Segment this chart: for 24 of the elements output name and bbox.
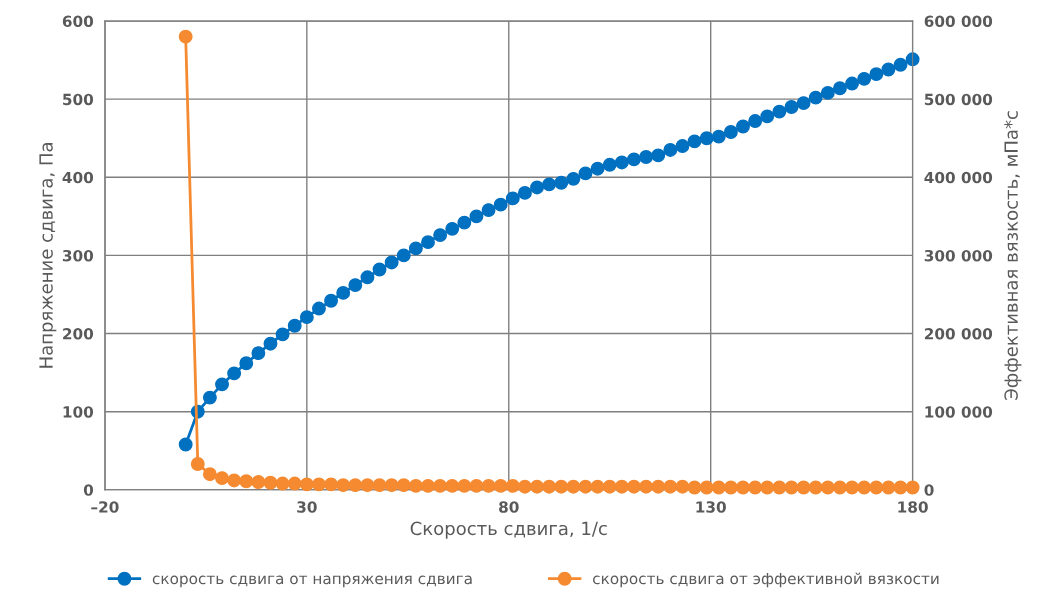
- y-tick-label: 0: [83, 484, 94, 496]
- y2-tick-label: 500 000: [924, 93, 993, 106]
- y-tick-label: 500: [63, 93, 94, 106]
- y-tick-label: 100: [63, 406, 94, 418]
- y-axis-title: Напряжение сдвига, Па: [39, 143, 57, 368]
- y2-tick-label: 200 000: [924, 328, 993, 340]
- x-tick-label: 180: [898, 501, 928, 513]
- y2-tick-label: 100 000: [925, 406, 993, 418]
- y2-tick-label: 300 000: [924, 249, 993, 262]
- x-tick-label: 80: [499, 501, 519, 513]
- y2-tick-label: 600 000: [924, 15, 993, 28]
- y-tick-label: 200: [63, 328, 94, 340]
- legend-label: скорость сдвига от напряжения сдвига: [152, 575, 472, 588]
- x-tick-label: –20: [91, 501, 119, 513]
- y2-tick-label: 400 000: [924, 171, 993, 184]
- y2-tick-label: 0: [924, 484, 934, 496]
- x-tick-label: 130: [696, 501, 726, 513]
- legend-label: скорость сдвига от эффективной вязкости: [593, 572, 939, 588]
- x-axis-title: Скорость сдвига, 1/с: [410, 521, 607, 539]
- y-tick-label: 300: [62, 249, 94, 262]
- y-tick-label: 400: [62, 171, 94, 184]
- x-tick-label: 30: [297, 501, 317, 513]
- y-tick-label: 600: [62, 15, 94, 28]
- y2-axis-title: Эффективная вязкость, мПа*с: [1004, 111, 1022, 400]
